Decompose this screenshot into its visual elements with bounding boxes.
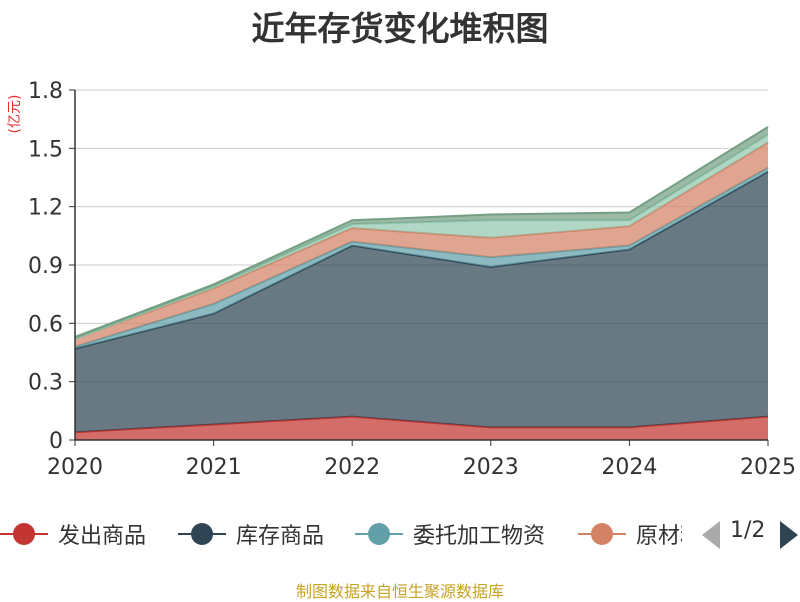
area-series-3[interactable] bbox=[75, 142, 768, 347]
legend-label: 原材料 bbox=[636, 524, 682, 549]
source-note: 制图数据来自恒生聚源数据库 bbox=[295, 582, 504, 601]
x-tick-label: 2023 bbox=[463, 455, 519, 480]
area-series-line-5 bbox=[74, 126, 769, 338]
legend-item-2[interactable]: 委托加工物资 bbox=[353, 512, 545, 556]
y-tick-label: 0.6 bbox=[28, 312, 63, 337]
legend-label: 委托加工物资 bbox=[413, 524, 546, 549]
legend-marker-icon bbox=[0, 523, 50, 545]
area-series-2[interactable] bbox=[75, 167, 768, 349]
legend-page-indicator: 1/2 bbox=[730, 518, 766, 543]
legend-marker-icon bbox=[353, 523, 405, 545]
y-tick-label: 0 bbox=[49, 429, 63, 454]
x-tick-label: 2024 bbox=[601, 455, 657, 480]
stacked-areas bbox=[74, 126, 769, 440]
legend-next-icon[interactable] bbox=[780, 521, 798, 549]
legend-pager: 1/2 bbox=[700, 512, 800, 556]
x-tick-label: 2025 bbox=[740, 455, 796, 480]
y-tick-label: 1.2 bbox=[28, 196, 63, 221]
x-tick-label: 2022 bbox=[324, 455, 380, 480]
legend-marker-icon bbox=[176, 523, 228, 545]
area-series-0[interactable] bbox=[75, 416, 768, 440]
axes bbox=[69, 89, 769, 446]
legend-item-3[interactable]: 原材料 bbox=[576, 512, 682, 556]
area-series-1[interactable] bbox=[75, 171, 768, 433]
legend-label: 库存商品 bbox=[236, 524, 325, 549]
legend-items: 发出商品 库存商品 委托加工物资 原材料 bbox=[0, 512, 682, 556]
y-tick-label: 1.8 bbox=[28, 79, 63, 104]
legend: 发出商品 库存商品 委托加工物资 原材料 bbox=[0, 512, 800, 556]
legend-label: 发出商品 bbox=[58, 524, 147, 549]
x-tick-label: 2020 bbox=[47, 455, 103, 480]
tick-labels: 0 0.3 0.6 0.9 1.2 1.5 1.8 2020 2021 2022 2023 2024 2… bbox=[28, 79, 796, 480]
legend-marker-icon bbox=[576, 523, 628, 545]
chart-svg: 0 0.3 0.6 0.9 1.2 1.5 1.8 2020 2021 2022 2023 2024 2… bbox=[28, 79, 796, 480]
area-series-line-4 bbox=[74, 133, 769, 340]
y-tick-label: 0.9 bbox=[28, 254, 63, 279]
y-tick-label: 1.5 bbox=[28, 137, 63, 162]
chart-title: 近年存货变化堆积图 bbox=[251, 9, 549, 48]
x-tick-label: 2021 bbox=[186, 455, 242, 480]
legend-prev-icon[interactable] bbox=[702, 521, 720, 549]
y-tick-label: 0.3 bbox=[28, 371, 63, 396]
area-series-line-2 bbox=[74, 166, 769, 348]
legend-item-0[interactable]: 发出商品 bbox=[0, 512, 146, 556]
legend-item-1[interactable]: 库存商品 bbox=[176, 512, 324, 556]
